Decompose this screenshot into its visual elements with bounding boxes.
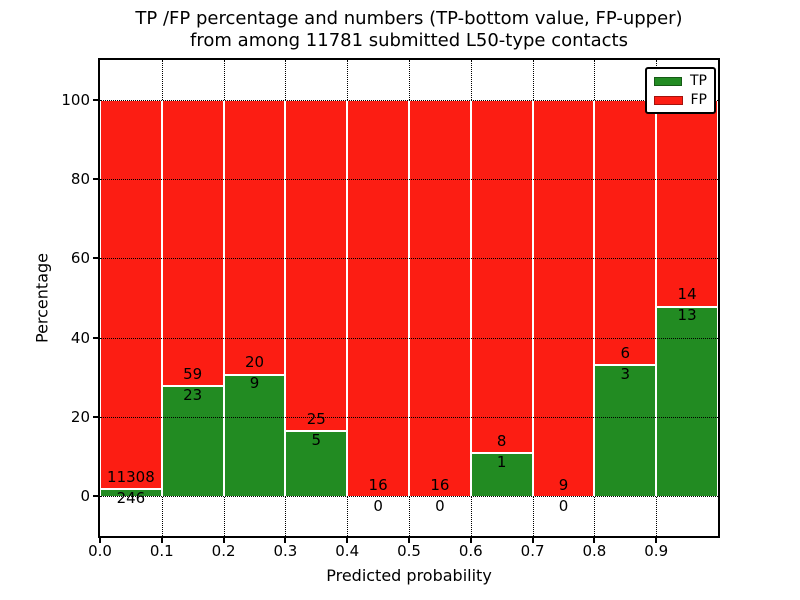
- horizontal-gridline: [100, 496, 718, 498]
- chart-title-line1: TP /FP percentage and numbers (TP-bottom…: [135, 8, 683, 29]
- y-tick-mark: [93, 495, 100, 498]
- bar-group: [285, 99, 348, 497]
- legend-label: FP: [690, 92, 708, 108]
- y-tick-label: 40: [70, 328, 90, 347]
- x-tick-label: 0.4: [335, 542, 360, 560]
- x-tick-mark: [284, 536, 287, 543]
- y-tick-label: 100: [61, 90, 90, 109]
- fp-value-label: 6: [620, 344, 631, 363]
- y-tick-mark: [93, 98, 100, 101]
- fp-value-label: 14: [677, 285, 697, 304]
- bar-group: [223, 99, 286, 497]
- tp-value-label: 23: [183, 386, 203, 405]
- bar-group: [161, 99, 224, 497]
- tp-bar-segment: [162, 385, 223, 497]
- x-tick-mark: [408, 536, 410, 543]
- x-tick-label: 0.7: [520, 542, 545, 560]
- x-tick-mark: [531, 536, 534, 543]
- x-tick-label: 0.8: [582, 542, 607, 560]
- tp-bar-segment: [471, 452, 532, 497]
- y-tick-mark: [93, 336, 100, 339]
- x-tick-label: 0.9: [644, 542, 669, 560]
- legend-item: TP: [654, 74, 707, 88]
- tp-bar-segment: [286, 430, 347, 497]
- x-tick-mark: [469, 536, 472, 543]
- x-tick-label: 0.5: [397, 542, 421, 560]
- x-tick-label: 0.6: [458, 542, 483, 560]
- x-tick-label: 0.3: [273, 542, 298, 560]
- x-tick-mark: [593, 536, 596, 543]
- chart-title-line2: from among 11781 submitted L50-type cont…: [190, 30, 628, 51]
- fp-value-label: 8: [496, 432, 507, 451]
- legend-box: TP FP: [645, 67, 716, 114]
- horizontal-gridline: [100, 179, 718, 180]
- plot-area: 11308 246 59 23 20 9 25 5 16 0 16 0 8 1 9 0 6 3 14 13 0.0 0.1…: [61, 58, 720, 559]
- y-tick-label: 80: [70, 170, 90, 188]
- bar-group: [100, 99, 162, 497]
- legend-swatch-fp-icon: [654, 95, 683, 105]
- x-tick-mark: [160, 536, 163, 543]
- y-tick-mark: [93, 257, 100, 260]
- tp-bar-segment: [595, 364, 656, 497]
- tp-value-label: 5: [311, 431, 322, 450]
- y-axis-label: Percentage: [32, 252, 52, 344]
- chart-title: TP /FP percentage and numbers (TP-bottom…: [100, 8, 718, 52]
- fp-value-label: 9: [558, 476, 569, 495]
- tp-bar-segment: [224, 373, 285, 497]
- x-tick-mark: [655, 536, 658, 543]
- tp-bar-segment: [657, 305, 717, 497]
- fp-value-label: 59: [183, 365, 203, 384]
- fp-value-label: 11308: [107, 467, 155, 486]
- y-tick-mark: [93, 416, 100, 418]
- x-tick-mark: [346, 536, 349, 543]
- legend-label: TP: [690, 73, 707, 89]
- bar-group: [594, 99, 657, 497]
- tp-value-label: 0: [558, 497, 569, 516]
- tp-value-label: 13: [677, 306, 697, 325]
- x-axis-label: Predicted probability: [326, 566, 492, 585]
- y-tick-label: 0: [80, 487, 90, 506]
- bar-group: [656, 99, 718, 497]
- bar-group: [532, 99, 595, 497]
- horizontal-gridline: [100, 258, 718, 260]
- horizontal-gridline: [100, 337, 718, 339]
- x-tick-label: 0.1: [149, 542, 174, 560]
- bar-group: [470, 99, 533, 497]
- horizontal-gridline: [100, 417, 718, 418]
- x-tick-mark: [222, 536, 225, 543]
- tp-bar-segment: [101, 487, 161, 497]
- y-tick-mark: [93, 178, 100, 180]
- fp-value-label: 16: [430, 476, 450, 495]
- tp-value-label: 1: [496, 453, 507, 472]
- tp-value-label: 246: [116, 488, 146, 507]
- bar-group: [409, 99, 471, 497]
- x-tick-label: 0.2: [211, 542, 236, 560]
- y-tick-label: 60: [70, 249, 90, 268]
- tp-value-label: 0: [373, 497, 383, 516]
- fp-value-label: 20: [244, 353, 265, 372]
- x-tick-mark: [99, 536, 101, 543]
- legend-item: FP: [654, 93, 707, 107]
- tp-value-label: 9: [249, 374, 260, 393]
- bar-group: [347, 99, 409, 497]
- tp-value-label: 3: [620, 365, 631, 384]
- y-tick-label: 20: [70, 408, 90, 426]
- tp-value-label: 0: [435, 497, 445, 516]
- legend-swatch-tp-icon: [654, 76, 682, 86]
- horizontal-gridline: [100, 99, 718, 101]
- fp-value-label: 16: [368, 476, 388, 495]
- x-tick-label: 0.0: [88, 542, 112, 560]
- fp-value-label: 25: [306, 410, 326, 429]
